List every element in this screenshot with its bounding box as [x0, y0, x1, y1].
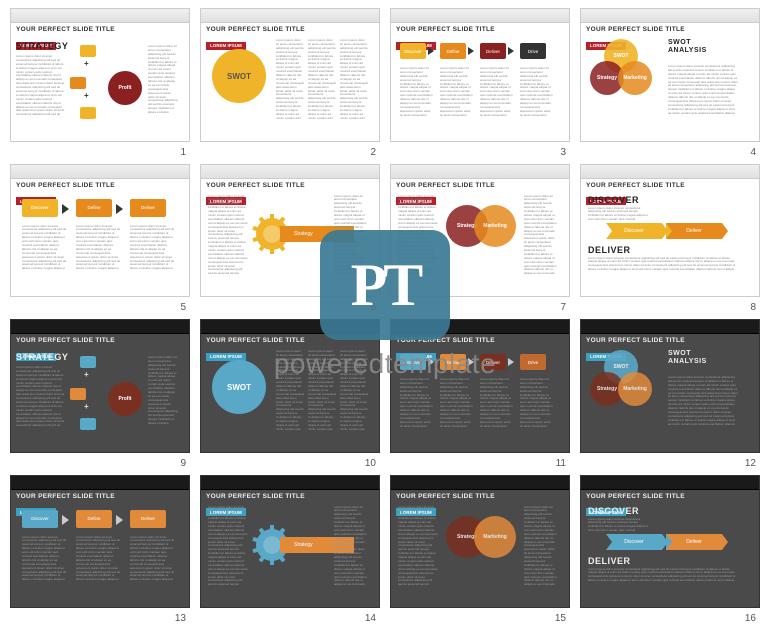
slide-title: YOUR PERFECT SLIDE TITLE: [391, 23, 569, 34]
slide-cell-8: YOUR PERFECT SLIDE TITLE LOREM IPSUM DIS…: [580, 164, 760, 312]
slide-body: DISCOVERLorem ipsum dolor sit amet conse…: [586, 195, 754, 293]
slide-topbar: [581, 320, 759, 334]
slide-cell-12: YOUR PERFECT SLIDE TITLE LOREM IPSUM SWO…: [580, 319, 760, 467]
slide-title: YOUR PERFECT SLIDE TITLE: [11, 23, 189, 34]
slide-number: 7: [560, 302, 566, 313]
slide-title: YOUR PERFECT SLIDE TITLE: [11, 490, 189, 501]
slide-body: DiscoverDefineDeliverDriveLorem ipsum do…: [396, 350, 564, 448]
slide-title: YOUR PERFECT SLIDE TITLE: [581, 334, 759, 345]
slide-body: Lorem ipsum dolor sit amet consectetur a…: [396, 195, 564, 293]
slide-16[interactable]: YOUR PERFECT SLIDE TITLE LOREM IPSUM DIS…: [580, 475, 760, 609]
slide-title: YOUR PERFECT SLIDE TITLE: [391, 490, 569, 501]
slide-cell-11: YOUR PERFECT SLIDE TITLE LOREM IPSUM Dis…: [390, 319, 570, 467]
slide-topbar: [11, 9, 189, 23]
slide-cell-13: YOUR PERFECT SLIDE TITLE LOREM IPSUM Dis…: [10, 475, 190, 623]
slide-topbar: [391, 320, 569, 334]
slide-body: SWOTStrategyMarketingSWOTANALYSISLorem i…: [586, 39, 754, 137]
slide-topbar: [201, 9, 379, 23]
slide-topbar: [391, 165, 569, 179]
slide-5[interactable]: YOUR PERFECT SLIDE TITLE LOREM IPSUM Dis…: [10, 164, 190, 298]
slide-8[interactable]: YOUR PERFECT SLIDE TITLE LOREM IPSUM DIS…: [580, 164, 760, 298]
slide-topbar: [11, 165, 189, 179]
slide-cell-7: YOUR PERFECT SLIDE TITLE LOREM IPSUM Lor…: [390, 164, 570, 312]
slide-body: STRATEGYLorem ipsum dolor sit amet conse…: [16, 350, 184, 448]
slide-body: SWOTLorem ipsum dolor sit amet consectet…: [206, 350, 374, 448]
slide-number: 11: [556, 458, 566, 469]
slide-cell-1: YOUR PERFECT SLIDE TITLE LOREM IPSUM STR…: [10, 8, 190, 156]
slide-body: Lorem ipsum dolor sit amet consectetur a…: [206, 195, 374, 293]
slide-title: YOUR PERFECT SLIDE TITLE: [201, 23, 379, 34]
slide-title: YOUR PERFECT SLIDE TITLE: [581, 179, 759, 190]
slide-number: 15: [555, 613, 566, 624]
slide-11[interactable]: YOUR PERFECT SLIDE TITLE LOREM IPSUM Dis…: [390, 319, 570, 453]
slide-topbar: [201, 165, 379, 179]
slide-number: 16: [745, 613, 756, 624]
slide-cell-2: YOUR PERFECT SLIDE TITLE LOREM IPSUM SWO…: [200, 8, 380, 156]
slide-topbar: [391, 9, 569, 23]
slide-grid: YOUR PERFECT SLIDE TITLE LOREM IPSUM STR…: [0, 0, 770, 630]
slide-title: YOUR PERFECT SLIDE TITLE: [391, 334, 569, 345]
slide-title: YOUR PERFECT SLIDE TITLE: [11, 179, 189, 190]
slide-body: Lorem ipsum dolor sit amet consectetur a…: [206, 506, 374, 604]
slide-number: 13: [175, 613, 186, 624]
slide-topbar: [201, 476, 379, 490]
slide-1[interactable]: YOUR PERFECT SLIDE TITLE LOREM IPSUM STR…: [10, 8, 190, 142]
slide-9[interactable]: YOUR PERFECT SLIDE TITLE LOREM IPSUM STR…: [10, 319, 190, 453]
slide-body: DiscoverDefineDeliverDriveLorem ipsum do…: [396, 39, 564, 137]
slide-number: 6: [370, 302, 376, 313]
slide-cell-6: YOUR PERFECT SLIDE TITLE LOREM IPSUM Lor…: [200, 164, 380, 312]
slide-number: 5: [180, 302, 186, 313]
slide-cell-14: YOUR PERFECT SLIDE TITLE LOREM IPSUM Lor…: [200, 475, 380, 623]
slide-topbar: [581, 165, 759, 179]
slide-cell-4: YOUR PERFECT SLIDE TITLE LOREM IPSUM SWO…: [580, 8, 760, 156]
slide-title: YOUR PERFECT SLIDE TITLE: [391, 179, 569, 190]
slide-7[interactable]: YOUR PERFECT SLIDE TITLE LOREM IPSUM Lor…: [390, 164, 570, 298]
slide-number: 1: [180, 147, 186, 158]
slide-topbar: [201, 320, 379, 334]
slide-topbar: [581, 9, 759, 23]
slide-10[interactable]: YOUR PERFECT SLIDE TITLE LOREM IPSUM SWO…: [200, 319, 380, 453]
slide-13[interactable]: YOUR PERFECT SLIDE TITLE LOREM IPSUM Dis…: [10, 475, 190, 609]
slide-title: YOUR PERFECT SLIDE TITLE: [581, 23, 759, 34]
slide-12[interactable]: YOUR PERFECT SLIDE TITLE LOREM IPSUM SWO…: [580, 319, 760, 453]
slide-title: YOUR PERFECT SLIDE TITLE: [581, 490, 759, 501]
slide-body: Lorem ipsum dolor sit amet consectetur a…: [396, 506, 564, 604]
slide-topbar: [11, 320, 189, 334]
slide-number: 2: [370, 147, 376, 158]
slide-title: YOUR PERFECT SLIDE TITLE: [201, 179, 379, 190]
slide-topbar: [391, 476, 569, 490]
slide-2[interactable]: YOUR PERFECT SLIDE TITLE LOREM IPSUM SWO…: [200, 8, 380, 142]
slide-topbar: [581, 476, 759, 490]
slide-number: 4: [750, 147, 756, 158]
slide-6[interactable]: YOUR PERFECT SLIDE TITLE LOREM IPSUM Lor…: [200, 164, 380, 298]
slide-cell-10: YOUR PERFECT SLIDE TITLE LOREM IPSUM SWO…: [200, 319, 380, 467]
slide-topbar: [11, 476, 189, 490]
slide-cell-15: YOUR PERFECT SLIDE TITLE LOREM IPSUM Lor…: [390, 475, 570, 623]
slide-14[interactable]: YOUR PERFECT SLIDE TITLE LOREM IPSUM Lor…: [200, 475, 380, 609]
slide-body: SWOTStrategyMarketingSWOTANALYSISLorem i…: [586, 350, 754, 448]
slide-cell-9: YOUR PERFECT SLIDE TITLE LOREM IPSUM STR…: [10, 319, 190, 467]
slide-body: DiscoverDefineDeliverLorem ipsum dolor s…: [16, 506, 184, 604]
slide-number: 12: [745, 458, 756, 469]
slide-number: 14: [365, 613, 376, 624]
slide-number: 9: [180, 458, 186, 469]
slide-title: YOUR PERFECT SLIDE TITLE: [201, 334, 379, 345]
slide-4[interactable]: YOUR PERFECT SLIDE TITLE LOREM IPSUM SWO…: [580, 8, 760, 142]
slide-3[interactable]: YOUR PERFECT SLIDE TITLE LOREM IPSUM Dis…: [390, 8, 570, 142]
slide-body: STRATEGYLorem ipsum dolor sit amet conse…: [16, 39, 184, 137]
slide-title: YOUR PERFECT SLIDE TITLE: [201, 490, 379, 501]
slide-cell-16: YOUR PERFECT SLIDE TITLE LOREM IPSUM DIS…: [580, 475, 760, 623]
slide-title: YOUR PERFECT SLIDE TITLE: [11, 334, 189, 345]
slide-number: 10: [365, 458, 376, 469]
slide-number: 3: [560, 147, 566, 158]
slide-cell-5: YOUR PERFECT SLIDE TITLE LOREM IPSUM Dis…: [10, 164, 190, 312]
slide-body: DISCOVERLorem ipsum dolor sit amet conse…: [586, 506, 754, 604]
slide-body: SWOTLorem ipsum dolor sit amet consectet…: [206, 39, 374, 137]
slide-number: 8: [750, 302, 756, 313]
slide-body: DiscoverDefineDeliverLorem ipsum dolor s…: [16, 195, 184, 293]
slide-cell-3: YOUR PERFECT SLIDE TITLE LOREM IPSUM Dis…: [390, 8, 570, 156]
slide-15[interactable]: YOUR PERFECT SLIDE TITLE LOREM IPSUM Lor…: [390, 475, 570, 609]
